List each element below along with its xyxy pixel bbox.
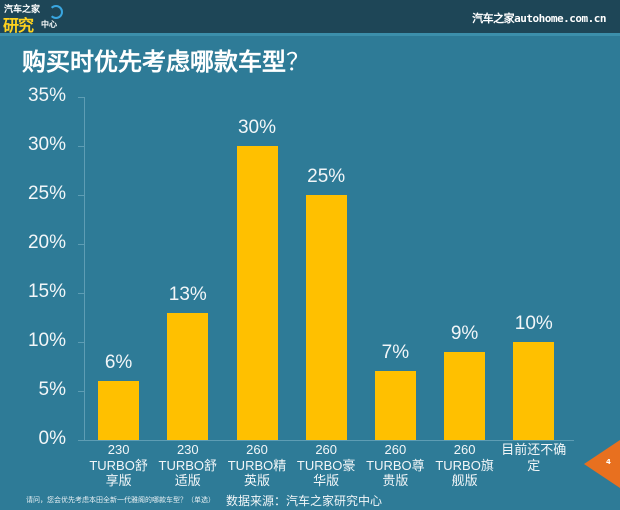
logo-line3: 中心 bbox=[41, 20, 57, 29]
x-axis bbox=[84, 440, 574, 441]
y-tick-mark bbox=[78, 293, 84, 294]
page-tab-arrow-icon[interactable] bbox=[584, 440, 620, 488]
x-category-label: 260 TURBO旗 舰版 bbox=[435, 442, 494, 488]
logo-line2: 研究 bbox=[3, 16, 34, 35]
bar[interactable] bbox=[305, 195, 347, 440]
y-tick-mark bbox=[78, 244, 84, 245]
y-tick-mark bbox=[78, 195, 84, 196]
bar[interactable] bbox=[374, 371, 416, 440]
header-bar bbox=[0, 0, 620, 33]
y-tick-mark bbox=[78, 391, 84, 392]
bar[interactable] bbox=[513, 342, 555, 440]
y-tick-label: 30% bbox=[27, 134, 66, 155]
site-watermark: 汽车之家autohome.com.cn bbox=[472, 12, 606, 25]
x-category-label: 260 TURBO精 英版 bbox=[227, 442, 287, 488]
x-category-label: 230 TURBO舒 享版 bbox=[89, 442, 148, 488]
bar[interactable] bbox=[98, 381, 140, 440]
bar[interactable] bbox=[444, 351, 486, 440]
y-tick-label: 20% bbox=[27, 232, 66, 253]
y-tick-label: 35% bbox=[27, 85, 66, 106]
y-tick-label: 25% bbox=[27, 183, 66, 204]
bar-value-label: 10% bbox=[514, 313, 553, 334]
chart-title: 购买时优先考虑哪款车型？ bbox=[22, 42, 310, 77]
chart-title-suffix: ？ bbox=[286, 49, 310, 76]
y-tick-mark bbox=[78, 146, 84, 147]
bar-value-label: 30% bbox=[237, 117, 277, 138]
y-tick-label: 5% bbox=[38, 379, 66, 400]
bar-value-label: 6% bbox=[104, 352, 133, 374]
x-category-label: 260 TURBO豪 华版 bbox=[296, 442, 356, 488]
bar[interactable] bbox=[167, 312, 209, 440]
y-tick-label: 15% bbox=[27, 281, 66, 302]
survey-question: 请问，您会优先考虑本田全新一代雅阁的哪款车型？（单选） bbox=[26, 496, 215, 504]
y-tick-label: 10% bbox=[27, 330, 66, 351]
page-number: 4 bbox=[606, 458, 611, 466]
logo-line1: 汽车之家 bbox=[4, 5, 41, 15]
y-axis bbox=[84, 97, 85, 441]
data-source: 数据来源：汽车之家研究中心 bbox=[226, 494, 383, 508]
y-tick-label: 0% bbox=[38, 428, 66, 449]
x-category-label: 260 TURBO尊 贵版 bbox=[366, 442, 425, 488]
autohome-research-logo: 汽车之家 研究 中心 bbox=[3, 2, 63, 35]
y-tick-mark bbox=[78, 97, 84, 98]
bar-value-label: 9% bbox=[450, 322, 479, 344]
y-tick-mark bbox=[78, 342, 84, 343]
x-category-label: 230 TURBO舒 适版 bbox=[158, 442, 218, 488]
x-category-label: 目前还不确 定 bbox=[501, 442, 567, 473]
chart-title-text: 购买时优先考虑哪款车型 bbox=[22, 49, 286, 76]
bar-value-label: 25% bbox=[307, 166, 346, 187]
header-divider bbox=[0, 33, 620, 36]
y-tick-mark bbox=[78, 440, 84, 441]
logo-swirl-icon bbox=[49, 5, 63, 19]
bar[interactable] bbox=[236, 146, 278, 440]
bar-value-label: 13% bbox=[168, 283, 207, 305]
bar-value-label: 7% bbox=[381, 342, 410, 364]
